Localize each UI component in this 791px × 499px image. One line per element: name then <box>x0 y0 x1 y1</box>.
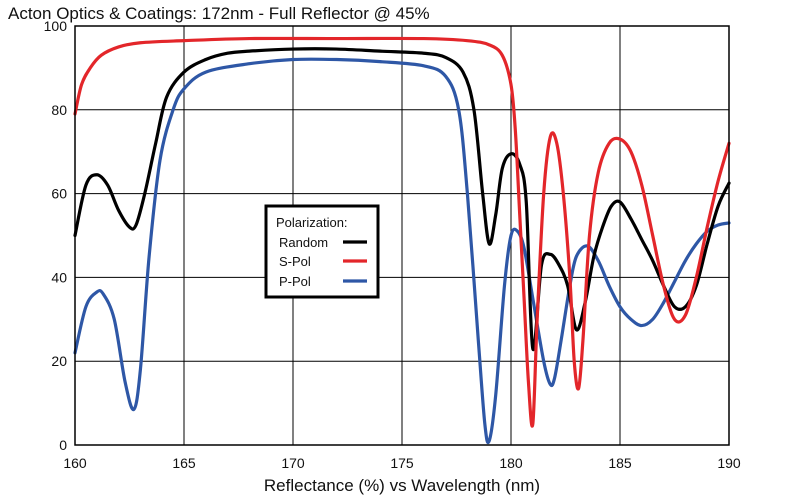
x-tick-label: 165 <box>172 455 196 471</box>
chart-title: Acton Optics & Coatings: 172nm - Full Re… <box>8 4 430 23</box>
y-tick-label: 60 <box>51 186 67 202</box>
x-tick-label: 175 <box>390 455 414 471</box>
series-line-s-pol <box>73 36 731 428</box>
x-tick-label: 185 <box>608 455 632 471</box>
y-tick-label: 0 <box>59 437 67 453</box>
y-tick-label: 80 <box>51 102 67 118</box>
y-tick-label: 40 <box>51 269 67 285</box>
y-tick-label: 100 <box>44 18 68 34</box>
x-tick-label: 190 <box>717 455 741 471</box>
y-axis-ticks: 0 20 40 60 80 100 <box>44 18 68 453</box>
plot-frame <box>74 25 730 446</box>
legend-title: Polarization: <box>276 215 348 230</box>
legend-label-s-pol: S-Pol <box>279 254 311 269</box>
series-line-random <box>73 47 731 351</box>
x-tick-label: 160 <box>63 455 87 471</box>
x-axis-label: Reflectance (%) vs Wavelength (nm) <box>264 476 540 495</box>
y-tick-label: 20 <box>51 353 67 369</box>
grid <box>74 25 730 446</box>
series-group <box>73 36 731 445</box>
x-tick-label: 180 <box>499 455 523 471</box>
legend-label-random: Random <box>279 235 328 250</box>
x-axis-ticks: 160 165 170 175 180 185 190 <box>63 455 741 471</box>
x-tick-label: 170 <box>281 455 305 471</box>
legend: Polarization: Random S-Pol P-Pol <box>264 204 380 299</box>
legend-label-p-pol: P-Pol <box>279 274 311 289</box>
series-line-p-pol <box>73 57 731 445</box>
